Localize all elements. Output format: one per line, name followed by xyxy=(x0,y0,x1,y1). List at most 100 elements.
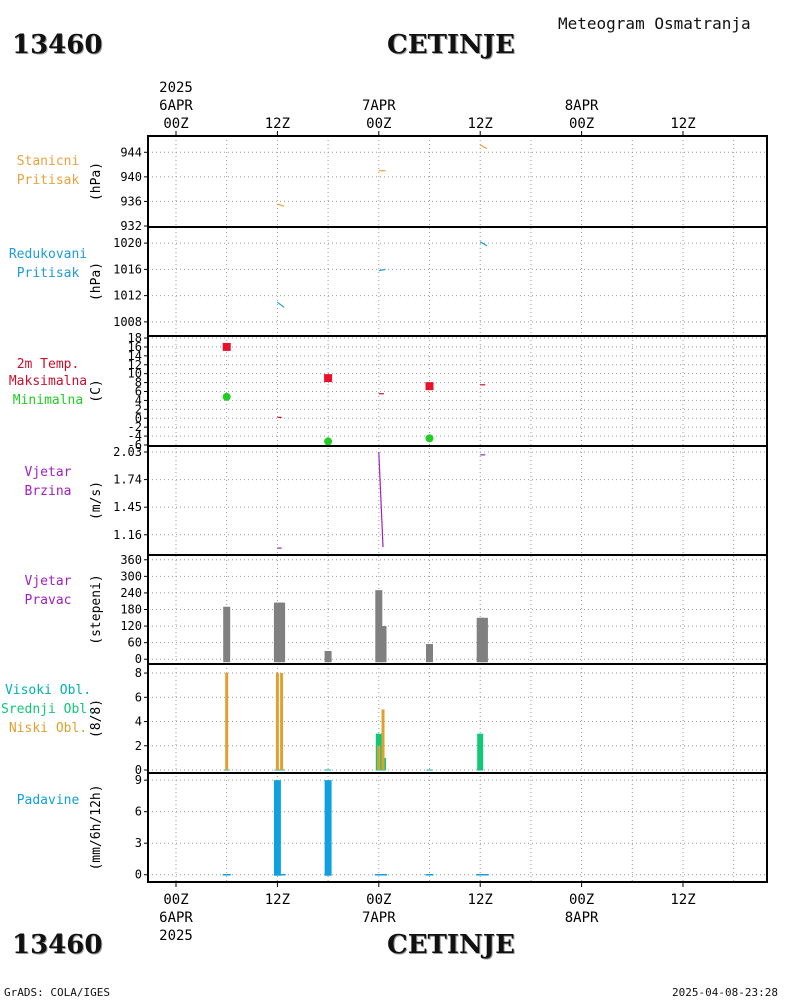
y-tick-label: 120 xyxy=(120,619,142,633)
mid-cloud-bar xyxy=(477,733,484,770)
panel-label: Redukovani xyxy=(9,247,87,262)
time-date-bottom: 6APR xyxy=(159,910,193,926)
y-tick-label: 1008 xyxy=(113,315,142,329)
tmin-marker xyxy=(222,392,231,401)
panel-label: Pravac xyxy=(25,593,72,608)
y-axis-label: (mm/6h/12h) xyxy=(89,784,104,870)
y-tick-label: 0 xyxy=(135,763,142,777)
time-hour-top: 12Z xyxy=(468,116,493,132)
marks-layer xyxy=(222,144,489,876)
y-tick-label: 932 xyxy=(120,219,142,233)
time-hour-bottom: 00Z xyxy=(569,892,594,908)
time-date-top: 7APR xyxy=(362,98,396,114)
y-tick-label: 1.45 xyxy=(113,500,142,514)
pressure-segment xyxy=(277,203,285,207)
low-cloud-bar xyxy=(377,745,381,770)
y-tick-label: 936 xyxy=(120,194,142,208)
y-tick-label: 0 xyxy=(135,652,142,666)
wind-direction-bar xyxy=(426,644,433,663)
reduced-pressure-segment xyxy=(277,301,285,308)
y-tick-label: -4 xyxy=(128,429,142,443)
y-tick-label: 4 xyxy=(135,393,142,407)
time-hour-top: 12Z xyxy=(670,116,695,132)
y-axis-label: (hPa) xyxy=(89,162,104,201)
panel-label: Niski Obl. xyxy=(9,721,87,736)
y-axis-label: (C) xyxy=(89,379,104,402)
low-cloud-bar xyxy=(381,709,385,770)
y-tick-label: 8 xyxy=(135,666,142,680)
station-name-top: CETINJE xyxy=(387,30,515,60)
y-tick-label: -6 xyxy=(128,438,142,452)
footer-timestamp: 2025-04-08-23:28 xyxy=(672,986,778,999)
y-tick-label: 4 xyxy=(135,715,142,729)
y-tick-label: 12 xyxy=(128,358,142,372)
wind-direction-bar xyxy=(375,590,383,663)
low-cloud-bar xyxy=(280,673,284,770)
y-tick-label: 14 xyxy=(128,349,142,363)
y-tick-label: 2 xyxy=(135,402,142,416)
grid-layer xyxy=(148,136,767,882)
y-tick-label: 60 xyxy=(128,636,142,650)
y-tick-label: 10 xyxy=(128,367,142,381)
panel-label: Padavine xyxy=(17,793,80,808)
y-tick-label: 360 xyxy=(120,553,142,567)
wind-direction-bar xyxy=(324,650,332,663)
y-tick-label: 6 xyxy=(135,805,142,819)
y-tick-label: 1.16 xyxy=(113,528,142,542)
product-title: Meteogram Osmatranja xyxy=(558,14,751,33)
time-hour-top: 00Z xyxy=(163,116,188,132)
y-tick-label: 940 xyxy=(120,170,142,184)
reduced-pressure-segment xyxy=(378,268,386,272)
time-hour-bottom: 00Z xyxy=(163,892,188,908)
wind-direction-bar xyxy=(476,617,484,663)
tmax-marker xyxy=(324,374,333,383)
low-cloud-bar xyxy=(275,673,279,770)
text-layer: 944940936932(hPa)StanicniPritisak1020101… xyxy=(1,80,696,944)
precip-bar xyxy=(273,780,281,876)
panel-label: Brzina xyxy=(25,484,72,499)
footer-source: GrADS: COLA/IGES xyxy=(4,986,110,999)
tmax-marker xyxy=(425,382,434,391)
wind-direction-bar xyxy=(273,602,281,663)
time-hour-top: 12Z xyxy=(265,116,290,132)
y-tick-label: -2 xyxy=(128,420,142,434)
tmin-marker xyxy=(425,434,434,443)
y-tick-label: 16 xyxy=(128,340,142,354)
wind-direction-bar xyxy=(379,626,387,663)
time-year-bottom: 2025 xyxy=(159,928,193,944)
time-hour-bottom: 12Z xyxy=(670,892,695,908)
y-tick-label: 1012 xyxy=(113,289,142,303)
tmax-marker xyxy=(222,342,231,351)
wind-direction-bar xyxy=(223,606,231,663)
y-tick-label: 2.03 xyxy=(113,445,142,459)
reduced-pressure-segment xyxy=(479,241,488,247)
time-date-bottom: 8APR xyxy=(565,910,599,926)
y-tick-label: 9 xyxy=(135,773,142,787)
y-tick-label: 1.74 xyxy=(113,473,142,487)
y-tick-label: 180 xyxy=(120,603,142,617)
low-cloud-bar xyxy=(225,673,229,770)
time-hour-bottom: 12Z xyxy=(265,892,290,908)
time-date-bottom: 7APR xyxy=(362,910,396,926)
y-tick-label: 3 xyxy=(135,836,142,850)
wind-direction-bar xyxy=(278,602,286,663)
precip-bar xyxy=(324,780,332,876)
y-tick-label: 240 xyxy=(120,586,142,600)
wind-speed-segment xyxy=(378,451,384,548)
y-tick-label: 944 xyxy=(120,145,142,159)
y-tick-label: 1016 xyxy=(113,262,142,276)
y-tick-label: 0 xyxy=(135,868,142,882)
panel-label: Vjetar xyxy=(25,465,72,480)
y-axis-label: (stepeni) xyxy=(89,574,104,644)
panel-label: Pritisak xyxy=(17,173,80,188)
time-hour-bottom: 00Z xyxy=(366,892,391,908)
y-tick-label: 2 xyxy=(135,739,142,753)
time-date-top: 6APR xyxy=(159,98,193,114)
panel-label: Visoki Obl. xyxy=(5,683,91,698)
y-axis-label: (8/8) xyxy=(89,699,104,738)
panel-label: 2m Temp. xyxy=(17,357,80,372)
panel-label: Srednji Obl. xyxy=(1,702,95,717)
time-hour-top: 00Z xyxy=(569,116,594,132)
y-axis-label: (m/s) xyxy=(89,481,104,520)
